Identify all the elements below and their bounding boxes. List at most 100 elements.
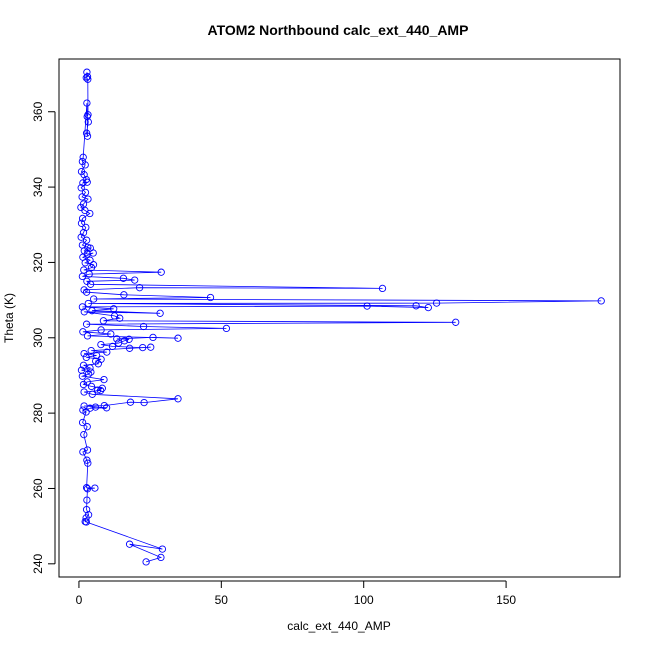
data-point bbox=[174, 395, 182, 403]
data-point bbox=[83, 378, 91, 386]
y-tick-label: 340 bbox=[31, 177, 45, 197]
data-point bbox=[99, 317, 108, 325]
y-axis: 240 260 280 300 320 340 360 bbox=[31, 101, 56, 574]
data-point bbox=[100, 401, 108, 410]
data-point bbox=[378, 284, 387, 293]
data-point bbox=[100, 375, 108, 384]
data-point bbox=[77, 233, 85, 241]
y-tick-label: 360 bbox=[31, 101, 45, 121]
data-point bbox=[83, 332, 92, 340]
data-point bbox=[77, 184, 85, 192]
data-point bbox=[82, 236, 91, 244]
data-point bbox=[83, 496, 91, 504]
y-tick-label: 320 bbox=[31, 252, 45, 272]
data-point bbox=[83, 68, 91, 76]
data-point bbox=[156, 309, 164, 317]
chart-title: ATOM2 Northbound calc_ext_440_AMP bbox=[208, 22, 469, 38]
data-point bbox=[87, 382, 96, 391]
data-point bbox=[86, 280, 95, 288]
data-point bbox=[452, 318, 460, 326]
data-point bbox=[79, 448, 87, 456]
data-point bbox=[206, 293, 215, 302]
data-point bbox=[97, 340, 105, 349]
data-point bbox=[83, 446, 92, 454]
data-point bbox=[86, 209, 94, 218]
data-point bbox=[102, 404, 111, 412]
data-point bbox=[83, 485, 92, 493]
data-point bbox=[363, 302, 371, 310]
data-point bbox=[97, 326, 105, 334]
data-point bbox=[79, 328, 87, 336]
data-point bbox=[142, 558, 150, 566]
data-point bbox=[135, 284, 144, 292]
data-point bbox=[158, 545, 167, 553]
data-point bbox=[94, 386, 102, 394]
plot-frame bbox=[58, 58, 621, 578]
data-point bbox=[78, 272, 87, 281]
data-point bbox=[83, 423, 91, 431]
data-point bbox=[84, 195, 92, 203]
data-point bbox=[131, 276, 139, 284]
x-tick-label: 50 bbox=[215, 593, 229, 607]
y-tick-label: 260 bbox=[31, 478, 45, 498]
data-point bbox=[125, 540, 134, 548]
data-point bbox=[80, 308, 88, 316]
data-point bbox=[90, 295, 98, 303]
data-point bbox=[81, 259, 89, 267]
data-point bbox=[125, 335, 133, 343]
x-tick-label: 150 bbox=[496, 593, 516, 607]
data-point bbox=[82, 408, 90, 416]
data-point bbox=[96, 386, 105, 395]
data-point bbox=[597, 297, 605, 305]
data-point bbox=[79, 229, 88, 237]
data-point bbox=[83, 73, 92, 81]
data-point bbox=[82, 353, 90, 362]
data-point bbox=[424, 303, 432, 312]
data-point bbox=[87, 264, 96, 272]
data-point bbox=[86, 404, 94, 412]
data-point bbox=[126, 398, 135, 406]
data-point bbox=[80, 430, 88, 439]
data-point bbox=[84, 459, 92, 467]
data-point bbox=[140, 398, 148, 407]
data-point bbox=[139, 322, 148, 331]
data-point bbox=[83, 456, 91, 464]
data-point bbox=[82, 518, 90, 526]
data-point bbox=[147, 343, 155, 351]
x-axis: 0 50 100 150 bbox=[76, 580, 516, 607]
data-point bbox=[119, 274, 128, 282]
data-point bbox=[87, 368, 95, 376]
data-point bbox=[82, 74, 90, 82]
data-point bbox=[82, 288, 91, 296]
data-point bbox=[83, 99, 91, 107]
y-tick-label: 280 bbox=[31, 403, 45, 423]
data-point bbox=[79, 380, 88, 389]
data-point bbox=[174, 334, 182, 342]
x-tick-label: 100 bbox=[354, 593, 374, 607]
data-point bbox=[77, 219, 86, 227]
data-point bbox=[120, 291, 128, 299]
data-point bbox=[80, 388, 88, 396]
data-point bbox=[114, 339, 123, 347]
data-point bbox=[78, 418, 87, 427]
data-point bbox=[139, 343, 147, 352]
data-point bbox=[78, 214, 87, 223]
data-point bbox=[78, 303, 87, 311]
data-point bbox=[94, 360, 102, 368]
data-point bbox=[78, 372, 87, 380]
x-tick-label: 0 bbox=[76, 593, 83, 607]
data-point bbox=[107, 330, 115, 338]
data-point bbox=[222, 324, 231, 333]
data-point bbox=[84, 75, 92, 83]
data-point bbox=[103, 348, 111, 356]
data-point bbox=[84, 118, 92, 126]
data-point bbox=[149, 333, 157, 342]
y-tick-label: 240 bbox=[31, 553, 45, 573]
data-point bbox=[82, 484, 91, 492]
data-point bbox=[157, 268, 165, 276]
data-point bbox=[82, 514, 90, 522]
data-point bbox=[87, 346, 95, 355]
data-point bbox=[80, 286, 88, 294]
